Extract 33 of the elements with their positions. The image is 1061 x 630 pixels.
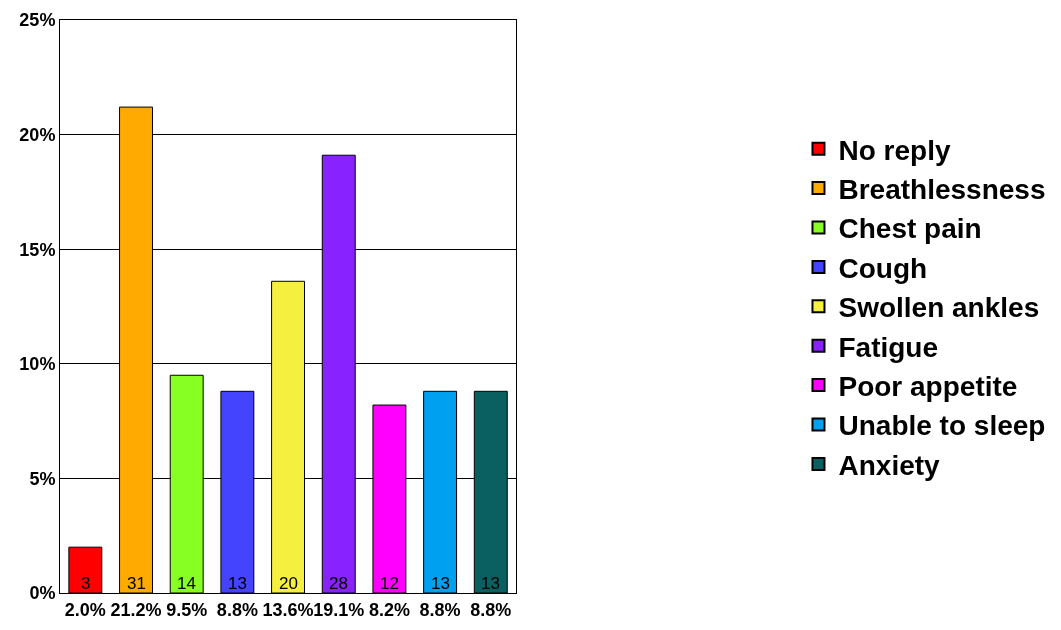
annotation: 13 <box>431 574 450 593</box>
legend-label: Fatigue <box>838 331 939 363</box>
annotation: 3 <box>81 574 91 593</box>
legend-label: Chest pain <box>838 213 982 245</box>
y-tick-label: 10% <box>19 354 56 375</box>
legend-label: Swollen ankles <box>838 292 1040 324</box>
x-tick-label: 8.8% <box>470 599 512 620</box>
legend-label: Anxiety <box>838 449 941 481</box>
legend-label: Unable to sleep <box>838 410 1046 442</box>
y-tick-label: 25% <box>19 10 56 31</box>
annotation: 12 <box>380 574 399 593</box>
legend-label: Cough <box>838 252 928 284</box>
x-tick-label: 21.2% <box>110 599 162 620</box>
x-tick-label: 2.0% <box>64 599 106 620</box>
annotation: 13 <box>481 574 500 593</box>
x-tick-label: 13.6% <box>262 599 314 620</box>
legend-label: Poor appetite <box>838 371 1018 403</box>
legend-label: Breathlessness <box>838 174 1046 206</box>
x-tick-label: 9.5% <box>166 599 208 620</box>
annotation: 20 <box>279 574 298 593</box>
annotation: 14 <box>177 574 196 593</box>
x-tick-label: 8.8% <box>216 599 258 620</box>
annotation: 28 <box>329 574 348 593</box>
x-tick-label: 19.1% <box>313 599 365 620</box>
y-tick-label: 5% <box>29 468 56 489</box>
annotation: 13 <box>228 574 247 593</box>
x-tick-label: 8.2% <box>368 599 410 620</box>
legend-label: No reply <box>838 134 951 166</box>
y-tick-label: 20% <box>19 124 56 145</box>
y-tick-label: 0% <box>29 583 56 604</box>
x-tick-label: 8.8% <box>419 599 461 620</box>
annotation: 31 <box>127 574 146 593</box>
y-tick-label: 15% <box>19 239 56 260</box>
